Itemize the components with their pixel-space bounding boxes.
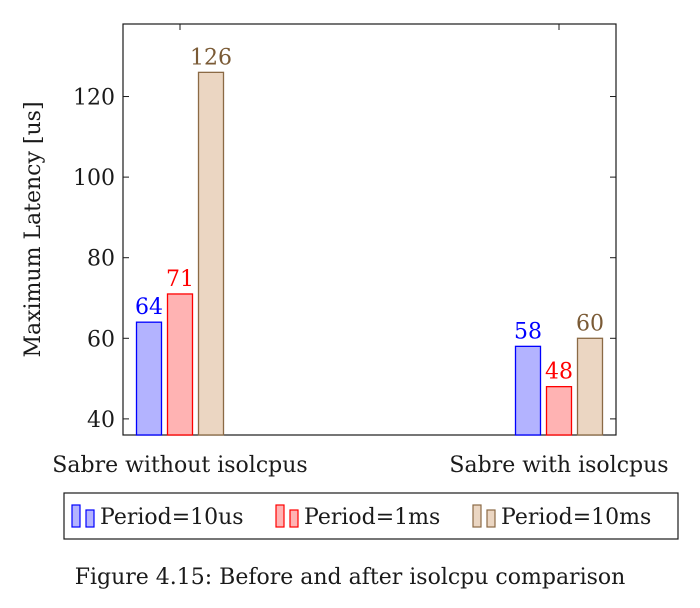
bar [514,345,542,436]
legend-swatch [71,504,81,528]
bar [545,385,573,436]
y-tick-label: 80 [87,247,115,272]
data-label: 64 [135,295,163,320]
y-tick-label: 120 [73,86,115,111]
legend-swatch [85,509,95,528]
category-label: Sabre without isolcpus [52,453,307,478]
data-label: 60 [576,311,604,336]
data-label: 58 [514,319,542,344]
y-axis-label: Maximum Latency [us] [21,101,46,357]
data-label: 48 [545,360,573,385]
figure-caption: Figure 4.15: Before and after isolcpu co… [74,565,626,590]
bar [197,71,225,436]
data-label: 126 [190,45,232,70]
bar [135,321,163,436]
data-label: 71 [166,267,194,292]
y-tick-label: 100 [73,166,115,191]
bar [166,293,194,436]
plot-frame [122,23,617,436]
legend-label: Period=10us [100,505,244,530]
legend-label: Period=10ms [501,505,651,530]
legend-box [63,492,679,540]
legend-swatch [289,509,299,528]
y-tick-label: 60 [87,327,115,352]
y-tick-label: 40 [87,408,115,433]
bar-chart: 40 60 80 100 120 Sabre without isolcpus Sabre … [21,23,679,540]
legend-label: Period=1ms [304,505,440,530]
legend-swatch [275,504,285,528]
legend-swatch [472,504,482,528]
category-label: Sabre with isolcpus [449,453,668,478]
bar [576,337,604,436]
legend-swatch [486,509,496,528]
